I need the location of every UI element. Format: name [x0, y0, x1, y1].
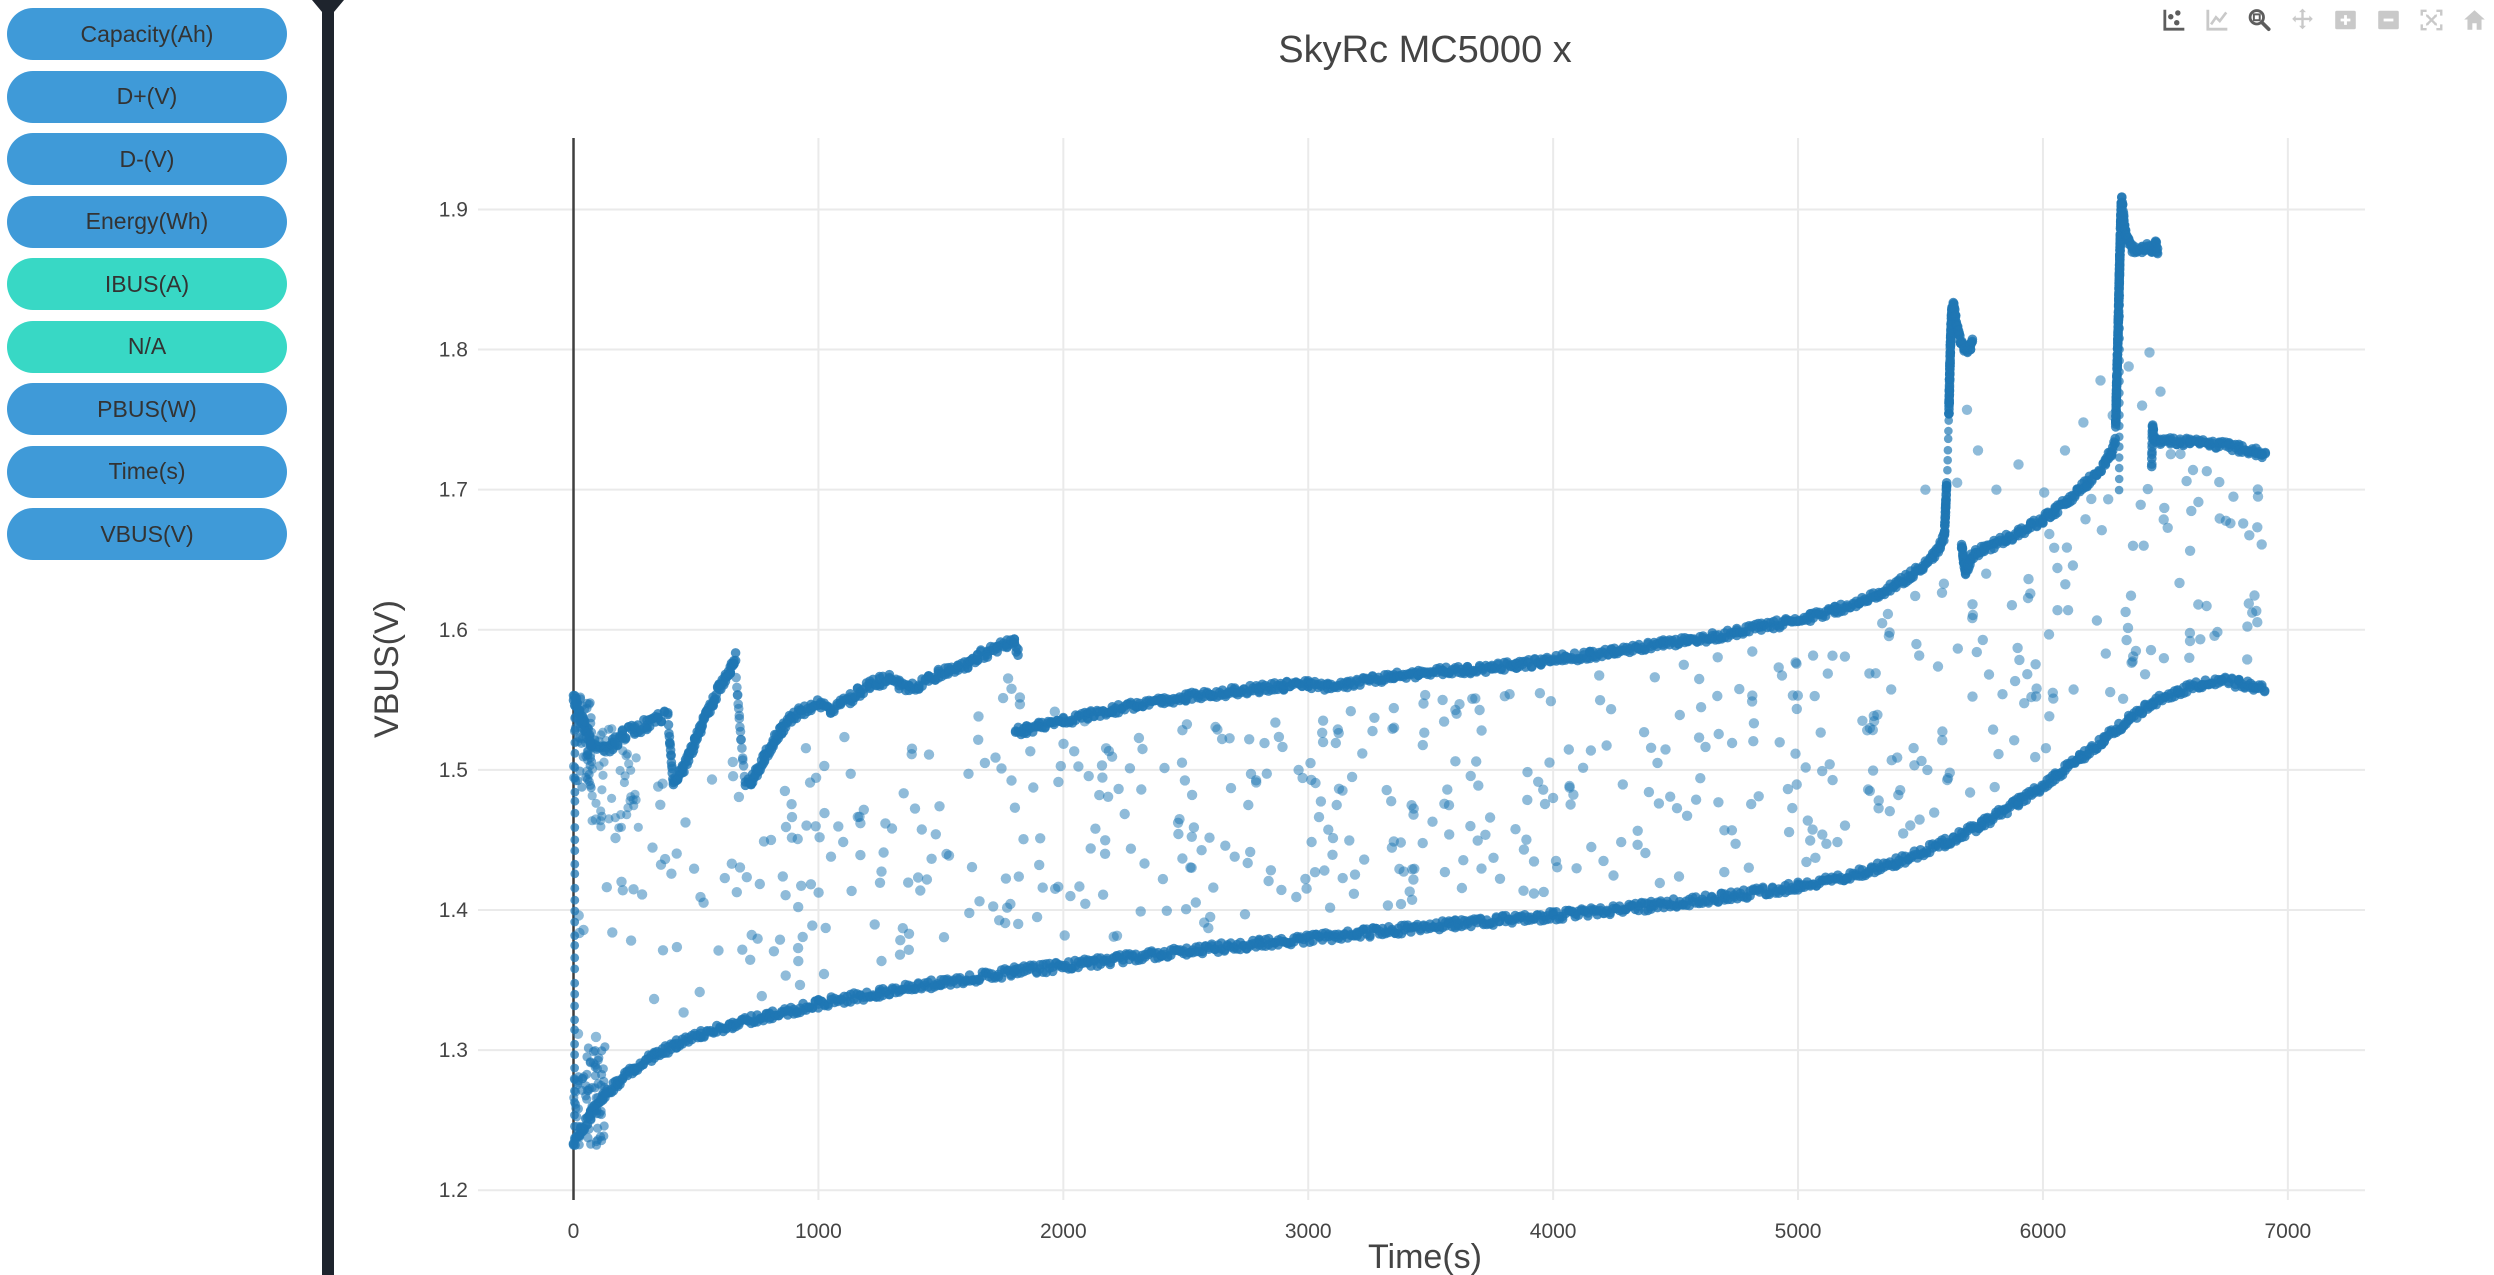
- sidebar-resize-divider[interactable]: [322, 0, 334, 1275]
- x-tick-label: 4000: [1530, 1220, 1577, 1243]
- y-tick-label: 1.2: [439, 1179, 468, 1202]
- y-tick-label: 1.8: [439, 339, 468, 362]
- x-tick-label: 3000: [1285, 1220, 1332, 1243]
- sidebar-button-pbus-w[interactable]: PBUS(W): [7, 383, 287, 435]
- y-tick-label: 1.7: [439, 479, 468, 502]
- zoom-in-icon[interactable]: [2330, 5, 2361, 35]
- y-tick-label: 1.9: [439, 198, 468, 221]
- gridlines: [478, 138, 2365, 1200]
- sidebar-button-vbus-v[interactable]: VBUS(V): [7, 508, 287, 560]
- x-tick-label: 2000: [1040, 1220, 1087, 1243]
- modebar: [2158, 5, 2490, 35]
- sidebar-button-time-s[interactable]: Time(s): [7, 445, 287, 498]
- x-tick-label: 1000: [795, 1220, 842, 1243]
- y-axis-title: VBUS(V): [368, 600, 406, 738]
- sidebar-button-capacity-ah[interactable]: Capacity(Ah): [7, 8, 287, 60]
- x-tick-label: 6000: [2020, 1220, 2067, 1243]
- zoom-out-icon[interactable]: [2373, 5, 2404, 35]
- scatter-points: [568, 192, 2271, 1150]
- x-tick-label: 0: [568, 1220, 580, 1243]
- sidebar-button-n-a[interactable]: N/A: [7, 320, 287, 373]
- tick-labels: 1.2 1.3 1.4 1.5 1.6 1.7 1.8 1.9 0 1000 2000 3000 400…: [439, 198, 2311, 1243]
- sidebar-button-energy-wh[interactable]: Energy(Wh): [7, 195, 287, 248]
- line-mode-icon[interactable]: [2201, 5, 2232, 35]
- pan-icon[interactable]: [2287, 5, 2318, 35]
- autoscale-icon[interactable]: [2416, 5, 2447, 35]
- y-tick-label: 1.4: [439, 899, 469, 922]
- scatter-mode-icon[interactable]: [2158, 5, 2189, 35]
- y-tick-label: 1.6: [439, 619, 468, 642]
- sidebar-button-d-v[interactable]: D+(V): [7, 70, 287, 123]
- zoom-icon[interactable]: [2244, 5, 2275, 35]
- sidebar-button-d-v[interactable]: D-(V): [7, 133, 287, 185]
- x-axis-title: Time(s): [1368, 1238, 1482, 1275]
- sidebar-button-ibus-a[interactable]: IBUS(A): [7, 258, 287, 310]
- x-tick-label: 5000: [1775, 1220, 1822, 1243]
- reset-home-icon[interactable]: [2459, 5, 2490, 35]
- y-tick-label: 1.5: [439, 759, 468, 782]
- x-tick-label: 7000: [2264, 1220, 2311, 1243]
- y-tick-label: 1.3: [439, 1039, 468, 1062]
- chart-title: SkyRc MC5000 x: [1278, 29, 1572, 71]
